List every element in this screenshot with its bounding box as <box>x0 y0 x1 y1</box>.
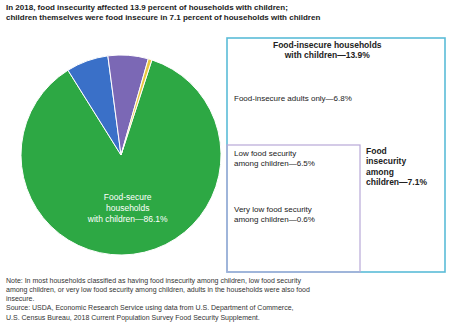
text-line: with children—13.9% <box>284 50 370 60</box>
pie-slice <box>108 55 148 155</box>
subtitle: children themselves were food insecure i… <box>6 13 320 22</box>
note: among children, or very low food securit… <box>6 286 310 294</box>
text-line: insecurity <box>366 156 406 166</box>
annotation: Food-insecure householdswith children—13… <box>273 40 382 61</box>
pie <box>21 55 221 255</box>
annotation: Foodinsecurityamongchildren—7.1% <box>366 146 427 188</box>
text-line: children—7.1% <box>366 177 427 187</box>
text-line: Food-insecure adults only—6.8% <box>234 94 352 103</box>
pie-slice <box>121 59 152 155</box>
text-line: Food-secure <box>104 192 152 202</box>
outer-box <box>227 38 445 272</box>
note: Note: In most households classified as h… <box>6 277 301 285</box>
slice-label: Food-insecure adults only—6.8% <box>234 94 352 103</box>
text-line: among children—6.5% <box>234 159 315 168</box>
text-line: Low food security <box>234 149 296 158</box>
text-line: Very low food security <box>234 205 312 214</box>
slice-label: Food-securehouseholdswith children—86.1% <box>87 192 168 224</box>
title: In 2018, food insecurity affected 13.9 p… <box>6 3 288 12</box>
text-line: Food-insecure households <box>273 40 382 50</box>
slice-label: Low food securityamong children—6.5% <box>234 149 315 168</box>
text-line: among <box>366 167 394 177</box>
text-line: with children—86.1% <box>87 214 168 224</box>
text-line: Food <box>366 146 387 156</box>
note: insecure. <box>6 295 34 302</box>
text-line: households <box>106 203 149 213</box>
text-line: among children—0.6% <box>234 215 315 224</box>
inner-box <box>227 145 360 272</box>
note: Source: USDA, Economic Research Service … <box>6 304 294 312</box>
chart: In 2018, food insecurity affected 13.9 p… <box>0 0 450 329</box>
slice-label: Very low food securityamong children—0.6… <box>234 205 315 224</box>
note: U.S. Census Bureau, 2018 Current Populat… <box>6 314 260 322</box>
